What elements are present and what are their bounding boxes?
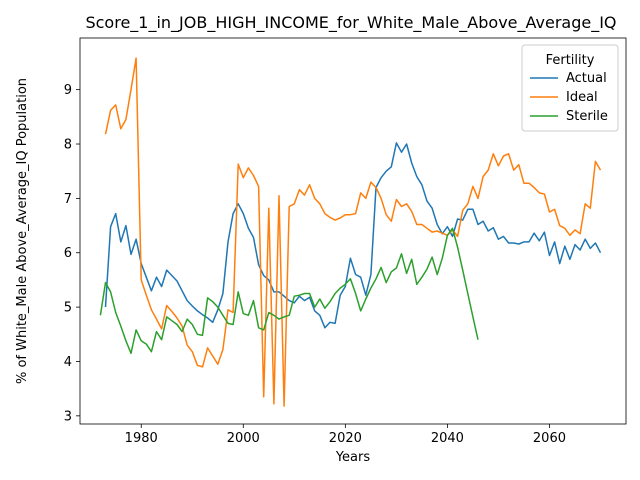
x-tick-label: 2040: [431, 431, 464, 446]
legend-label-actual: Actual: [566, 71, 607, 86]
legend-box: [521, 44, 619, 132]
x-axis-ticks: 1980 2000 2020 2040 2060: [125, 424, 566, 446]
y-axis-ticks: 3 4 5 6 7 8 9: [64, 83, 80, 424]
legend-label-ideal: Ideal: [566, 90, 598, 105]
plot-frame: [79, 37, 627, 425]
y-tick-label: 3: [64, 409, 72, 424]
y-tick-label: 7: [64, 192, 72, 207]
series-line-ideal: [104, 57, 602, 407]
legend-label-sterile: Sterile: [566, 109, 608, 124]
series-line-sterile: [99, 227, 479, 355]
y-tick-label: 5: [64, 301, 72, 316]
y-tick-label: 8: [64, 138, 72, 153]
x-axis-label: Years: [335, 450, 371, 465]
legend-items: Actual Ideal Sterile: [530, 71, 608, 124]
y-tick-label: 9: [64, 83, 72, 98]
x-tick-label: 2000: [227, 431, 260, 446]
series-line-actual: [104, 142, 602, 329]
x-tick-label: 1980: [125, 431, 158, 446]
series-layer: [99, 57, 602, 407]
y-axis-label: % of White_Male Above_Average_IQ Populat…: [15, 78, 30, 384]
legend: Fertility Actual Ideal Sterile: [521, 44, 619, 132]
x-tick-label: 2060: [533, 431, 566, 446]
chart-title: Score_1_in_JOB_HIGH_INCOME_for_White_Mal…: [85, 13, 616, 33]
x-tick-label: 2020: [329, 431, 362, 446]
legend-title: Fertility: [546, 53, 595, 68]
y-tick-label: 6: [64, 246, 72, 261]
y-tick-label: 4: [64, 355, 72, 370]
